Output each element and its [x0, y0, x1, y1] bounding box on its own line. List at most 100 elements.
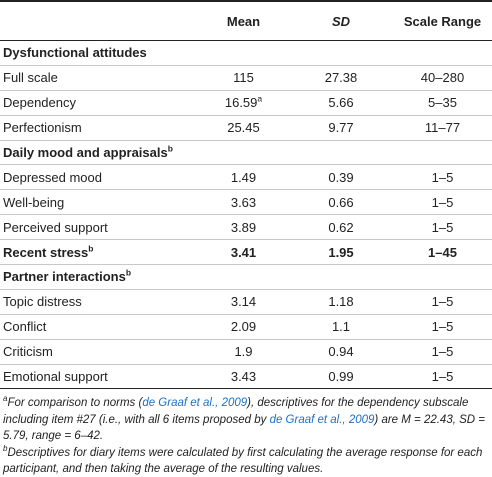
footnote-a-citation-link-2[interactable]: de Graaf et al., 2009	[269, 413, 375, 426]
cell-label: Dependency	[0, 90, 188, 116]
cell-label: Conflict	[0, 314, 188, 340]
footnote-marker: b	[125, 268, 132, 279]
mean-value: 1.49	[230, 169, 257, 185]
cell-sd	[289, 264, 385, 290]
row-label: Well-being	[3, 194, 65, 210]
footnote-a: aFor comparison to norms (de Graaf et al…	[3, 395, 489, 444]
cell-sd: 1.18	[289, 289, 385, 315]
cell-label: Daily mood and appraisalsb	[0, 140, 188, 166]
footnote-a-text-1: For comparison to norms (	[7, 397, 143, 410]
row-label: Daily mood and appraisals	[3, 145, 168, 160]
cell-sd: 0.94	[289, 339, 385, 365]
cell-scale-range: 40–280	[385, 65, 492, 91]
cell-label: Recent stressb	[0, 239, 188, 266]
footnote-b-text: Descriptives for diary items were calcul…	[3, 447, 483, 476]
cell-mean: 16.59a	[188, 90, 289, 116]
cell-mean	[188, 264, 289, 290]
cell-sd: 0.62	[289, 214, 385, 241]
cell-label: Full scale	[0, 65, 188, 91]
mean-value: 3.41	[230, 244, 257, 260]
table-section-row: Recent stressb 3.41 1.95 1–45	[0, 239, 492, 266]
cell-label: Dysfunctional attitudes	[0, 40, 188, 66]
cell-sd: 1.1	[289, 314, 385, 340]
cell-mean	[188, 40, 289, 66]
cell-mean: 2.09	[188, 314, 289, 340]
row-label: Perceived support	[3, 219, 108, 235]
table-row: Depressed mood 1.49 0.39 1–5	[0, 164, 492, 191]
mean-value: 1.9	[234, 344, 253, 360]
cell-label: Well-being	[0, 189, 188, 216]
cell-label: Topic distress	[0, 289, 188, 315]
cell-scale-range: 1–5	[385, 364, 492, 390]
cell-scale-range: 1–5	[385, 289, 492, 315]
cell-label: Perceived support	[0, 214, 188, 241]
cell-label: Depressed mood	[0, 164, 188, 191]
cell-sd: 0.66	[289, 189, 385, 216]
row-label: Partner interactions	[3, 269, 126, 285]
mean-value: 3.43	[230, 369, 257, 385]
header-mean: Mean	[188, 0, 289, 41]
row-label: Topic distress	[3, 294, 82, 310]
cell-sd: 27.38	[289, 65, 385, 91]
cell-scale-range	[385, 264, 492, 290]
mean-value: 115	[233, 70, 254, 86]
footnote-marker: a	[257, 93, 263, 104]
cell-sd: 0.39	[289, 164, 385, 191]
descriptives-table: Mean SD Scale Range Dysfunctional attitu…	[0, 0, 492, 390]
mean-value: 3.89	[230, 219, 257, 235]
cell-scale-range: 1–5	[385, 214, 492, 241]
cell-mean	[188, 140, 289, 166]
cell-scale-range: 1–5	[385, 189, 492, 216]
cell-scale-range: 5–35	[385, 90, 492, 116]
footnote-marker: b	[167, 143, 173, 154]
row-label: Full scale	[3, 70, 58, 86]
mean-value: 3.63	[230, 194, 257, 210]
table-body: Dysfunctional attitudes Full scale 115 27.3…	[0, 40, 492, 390]
table-section-row: Daily mood and appraisalsb	[0, 140, 492, 166]
table-section-row: Dysfunctional attitudes	[0, 40, 492, 66]
table-row: Perfectionism 25.45 9.77 11–77	[0, 115, 492, 141]
cell-mean: 25.45	[188, 115, 289, 141]
footnote-b: bDescriptives for diary items were calcu…	[3, 445, 489, 477]
row-label: Perfectionism	[3, 120, 82, 136]
table-row: Full scale 115 27.38 40–280	[0, 65, 492, 91]
cell-scale-range: 1–5	[385, 164, 492, 191]
row-label: Conflict	[3, 319, 47, 335]
row-label: Emotional support	[3, 369, 108, 385]
table-row: Conflict 2.09 1.1 1–5	[0, 314, 492, 340]
cell-scale-range: 11–77	[385, 115, 492, 141]
cell-scale-range: 1–5	[385, 339, 492, 365]
cell-label: Perfectionism	[0, 115, 188, 141]
table-row: Criticism 1.9 0.94 1–5	[0, 339, 492, 365]
footnote-marker: b	[88, 243, 94, 254]
table-row: Dependency 16.59a 5.66 5–35	[0, 90, 492, 116]
mean-value: 2.09	[230, 319, 257, 335]
mean-value: 25.45	[227, 120, 260, 136]
table-row: Perceived support 3.89 0.62 1–5	[0, 214, 492, 241]
cell-mean: 3.14	[188, 289, 289, 315]
cell-mean: 3.43	[188, 364, 289, 390]
cell-sd: 5.66	[289, 90, 385, 116]
cell-scale-range: 1–45	[385, 239, 492, 266]
footnote-a-citation-link-1[interactable]: de Graaf et al., 2009	[142, 397, 248, 410]
cell-mean: 3.89	[188, 214, 289, 241]
header-scale-range: Scale Range	[385, 0, 492, 41]
cell-mean: 1.49	[188, 164, 289, 191]
footnote-a-text-3: ) are M = 22.43, SD = 5.79, range = 6–42…	[3, 413, 486, 442]
row-label: Criticism	[3, 344, 53, 360]
footnote-a-text-2: ), descriptives for the dependency subsc…	[3, 397, 469, 426]
header-label	[0, 0, 188, 41]
table-section-row: Partner interactionsb	[0, 264, 492, 290]
cell-scale-range: 1–5	[385, 314, 492, 340]
cell-label: Partner interactionsb	[0, 264, 188, 290]
row-label: Dependency	[3, 95, 76, 111]
cell-sd	[289, 40, 385, 66]
table-row: Emotional support 3.43 0.99 1–5	[0, 364, 492, 390]
row-label: Depressed mood	[3, 169, 102, 185]
cell-sd: 0.99	[289, 364, 385, 390]
header-sd: SD	[289, 0, 385, 41]
cell-sd	[289, 140, 385, 166]
cell-mean: 115	[188, 65, 289, 91]
cell-sd: 1.95	[289, 239, 385, 266]
